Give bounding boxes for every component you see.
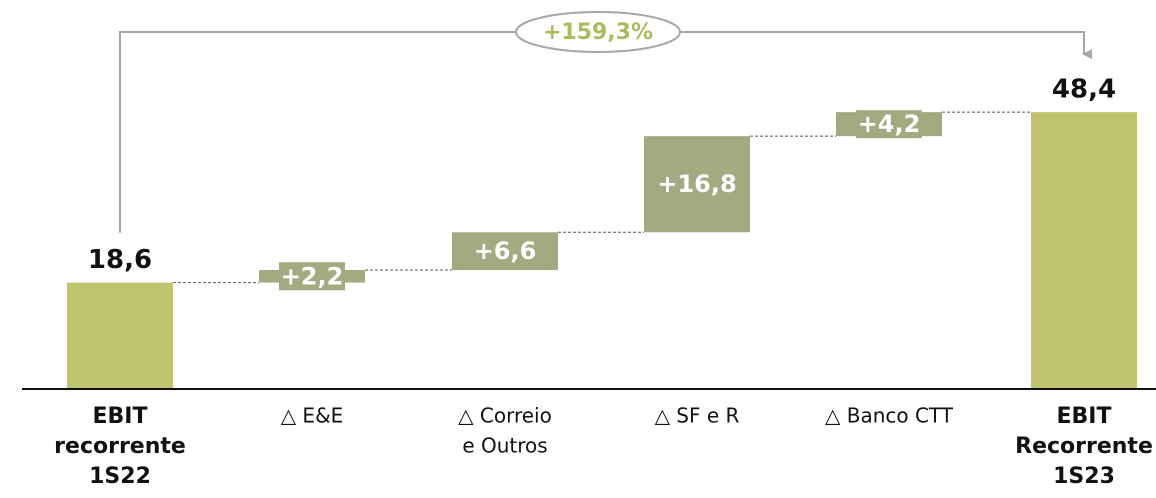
value-label: +4,2 bbox=[858, 110, 921, 138]
x-tick-label: △ E&E bbox=[281, 404, 344, 428]
x-tick-label: Recorrente bbox=[1015, 434, 1153, 459]
x-tick-label: e Outros bbox=[462, 434, 547, 458]
bar bbox=[644, 136, 750, 233]
bar bbox=[67, 282, 173, 389]
x-tick-label: △ Banco CTT bbox=[825, 404, 954, 428]
x-tick-label: EBIT bbox=[93, 404, 148, 429]
x-tick-label: 1S23 bbox=[1053, 464, 1115, 489]
value-label: +6,6 bbox=[474, 237, 537, 265]
x-tick-label: EBIT bbox=[1057, 404, 1112, 429]
x-tick-label: △ SF e R bbox=[655, 404, 740, 428]
value-label: 18,6 bbox=[88, 245, 152, 275]
x-tick-label: recorrente bbox=[54, 434, 186, 459]
x-tick-label: △ Correio bbox=[458, 404, 552, 428]
value-label: 48,4 bbox=[1052, 75, 1116, 105]
annotation: +159,3% bbox=[543, 20, 653, 45]
value-label: +16,8 bbox=[657, 170, 736, 198]
bar bbox=[452, 232, 558, 271]
label-box bbox=[279, 262, 345, 291]
bar bbox=[1031, 112, 1137, 389]
annotation-ellipse bbox=[515, 11, 681, 53]
label-box bbox=[856, 110, 922, 139]
x-tick-label: 1S22 bbox=[89, 464, 151, 489]
value-label: +2,2 bbox=[281, 262, 344, 290]
